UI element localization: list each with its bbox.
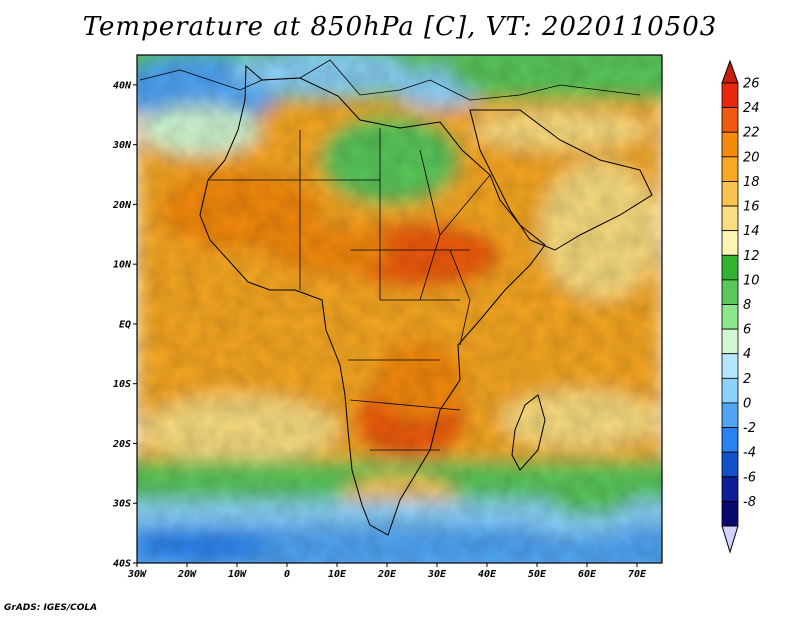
- colorbar-label: 16: [743, 200, 760, 215]
- colorbar-label: 18: [743, 175, 760, 190]
- colorbar-label: 24: [743, 101, 760, 116]
- colorbar-label: 12: [743, 249, 760, 264]
- colorbar-swatch: [721, 353, 739, 379]
- lon-tick-label: 10W: [228, 569, 247, 580]
- colorbar-swatch: [721, 82, 739, 109]
- colorbar-label: 26: [743, 77, 760, 92]
- lat-tick-label: 40N: [113, 80, 132, 91]
- lon-tick-label: 10E: [328, 569, 347, 580]
- colorbar-label: 6: [743, 323, 751, 338]
- colorbar-bottom-cap: [721, 525, 739, 554]
- colorbar-label: -2: [743, 421, 756, 436]
- colorbar-label: 10: [743, 273, 760, 288]
- colorbar-label: 2: [743, 372, 751, 387]
- lat-tick-label: 10S: [113, 379, 131, 390]
- colorbar-label: 8: [743, 298, 751, 313]
- lat-tick-label: 30N: [112, 140, 132, 151]
- lon-tick-label: 0: [284, 569, 290, 580]
- colorbar-label: 22: [743, 126, 760, 141]
- colorbar-label: -6: [743, 470, 756, 485]
- footer-credit: GrADS: IGES/COLA: [4, 603, 98, 613]
- map-frame: [136, 54, 663, 564]
- coastlines: [139, 59, 653, 536]
- colorbar-swatch: [721, 205, 739, 232]
- lat-tick-label: 20S: [112, 439, 131, 450]
- lon-tick-label: 20E: [377, 569, 397, 580]
- colorbar-swatch: [721, 131, 739, 158]
- colorbar-swatch: [721, 107, 739, 133]
- axis-layer: 30W 20W 10W 0 10E 20E 30E 40E 50E 60E 70E 40N 30N 20N…: [112, 80, 647, 580]
- colorbar-label: -8: [743, 495, 756, 510]
- colorbar-label: 20: [743, 150, 760, 165]
- colorbar-swatch: [721, 427, 739, 453]
- colorbar-swatch: [721, 377, 739, 404]
- colorbar-label: 0: [743, 396, 751, 411]
- colorbar-swatch: [721, 328, 739, 355]
- colorbar-swatch: [721, 254, 739, 281]
- lon-tick-label: 30W: [127, 569, 147, 580]
- lat-tick-label: 20N: [112, 200, 132, 211]
- map-title: Temperature at 850hPa [C], VT: 202011050…: [82, 12, 718, 42]
- colorbar-label: 4: [743, 347, 751, 362]
- colorbar-swatch: [721, 476, 739, 502]
- colorbar-label: -4: [743, 446, 756, 461]
- colorbar-top-cap: [721, 59, 739, 84]
- lon-tick-label: 70E: [628, 569, 647, 580]
- lon-tick-label: 20W: [177, 569, 197, 580]
- lat-tick-label: 30S: [112, 499, 131, 510]
- colorbar-swatch: [721, 304, 739, 330]
- colorbar-swatch: [721, 500, 739, 527]
- lon-tick-label: 50E: [528, 569, 547, 580]
- lon-tick-label: 40E: [478, 569, 497, 580]
- colorbar-swatch: [721, 181, 739, 207]
- colorbar-swatch: [721, 451, 739, 478]
- lat-tick-label: EQ: [119, 319, 131, 330]
- lat-tick-label: 10N: [113, 260, 132, 271]
- lon-tick-label: 60E: [578, 569, 597, 580]
- lat-tick-label: 40S: [113, 559, 131, 570]
- map-plot-area: [137, 55, 662, 563]
- colorbar-label: 14: [743, 224, 760, 239]
- lon-tick-label: 30E: [427, 569, 447, 580]
- colorbar-swatch: [721, 402, 739, 428]
- colorbar-swatch: [721, 230, 739, 256]
- colorbar-swatch: [721, 279, 739, 305]
- colorbar-swatch: [721, 156, 739, 182]
